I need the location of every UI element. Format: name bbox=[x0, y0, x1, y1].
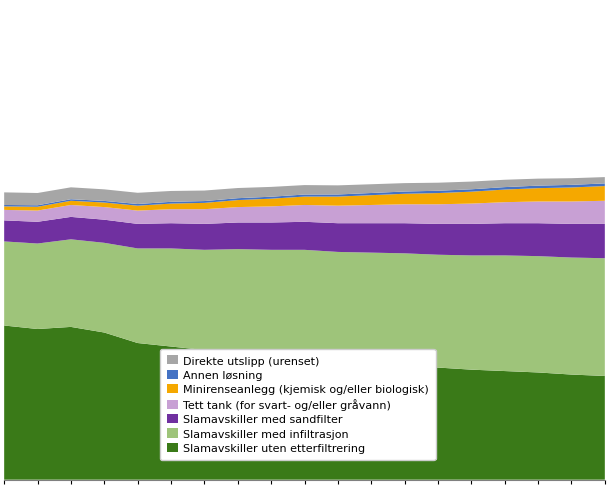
Legend: Direkte utslipp (urenset), Annen løsning, Minirenseanlegg (kjemisk og/eller biol: Direkte utslipp (urenset), Annen løsning… bbox=[160, 349, 435, 460]
